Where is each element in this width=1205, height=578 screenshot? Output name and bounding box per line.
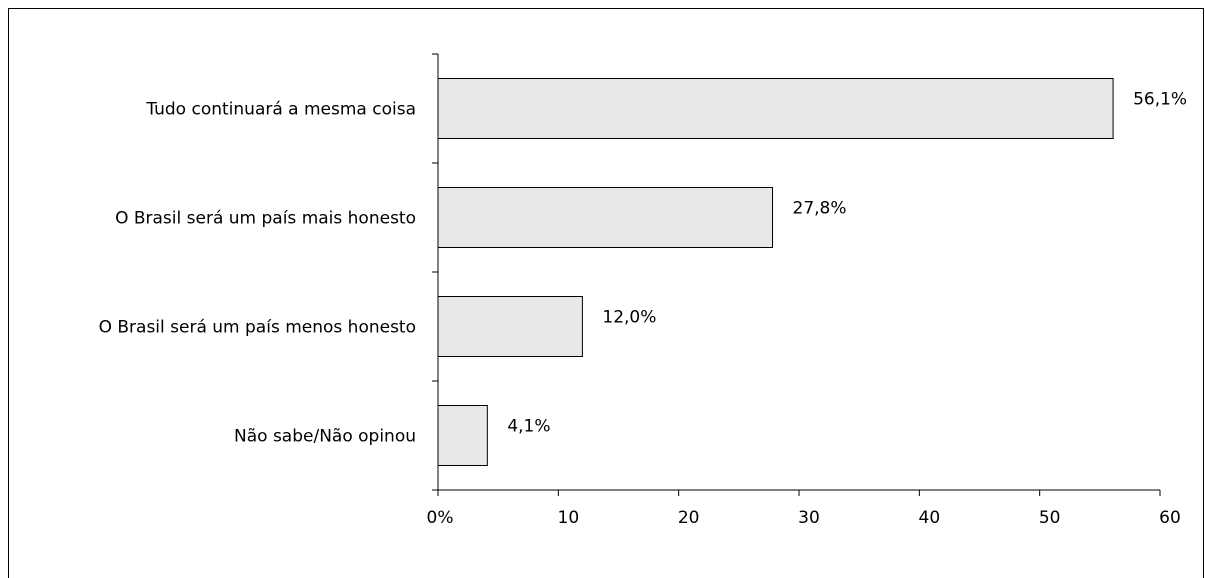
- chart-frame: [8, 8, 1204, 578]
- x-tick-label: 20: [678, 508, 700, 528]
- bar: [437, 405, 488, 466]
- category-label: Tudo continuará a mesma coisa: [145, 100, 416, 120]
- data-label: 12,0%: [602, 308, 656, 328]
- bar-chart: 0% 10 20 30 40 50 60 Tudo continuará a mesma c…: [99, 53, 1187, 528]
- chart-bars: [437, 78, 1114, 466]
- chart-labels: Tudo continuará a mesma coisa 56,1% O Bras…: [99, 90, 1187, 447]
- x-tick-label: 60: [1159, 508, 1181, 528]
- x-tick-label: 30: [798, 508, 820, 528]
- category-label: O Brasil será um país menos honesto: [99, 318, 416, 338]
- data-label: 4,1%: [507, 417, 550, 437]
- x-tick-label: 40: [919, 508, 941, 528]
- x-tick-label: 50: [1039, 508, 1061, 528]
- bar: [437, 78, 1114, 139]
- x-tick-label: 0%: [427, 508, 454, 528]
- x-tick-label: 10: [558, 508, 580, 528]
- category-label: Não sabe/Não opinou: [234, 427, 416, 447]
- category-label: O Brasil será um país mais honesto: [115, 209, 416, 229]
- bar: [437, 296, 583, 357]
- bar: [437, 187, 774, 248]
- data-label: 27,8%: [793, 199, 847, 219]
- data-label: 56,1%: [1133, 90, 1187, 110]
